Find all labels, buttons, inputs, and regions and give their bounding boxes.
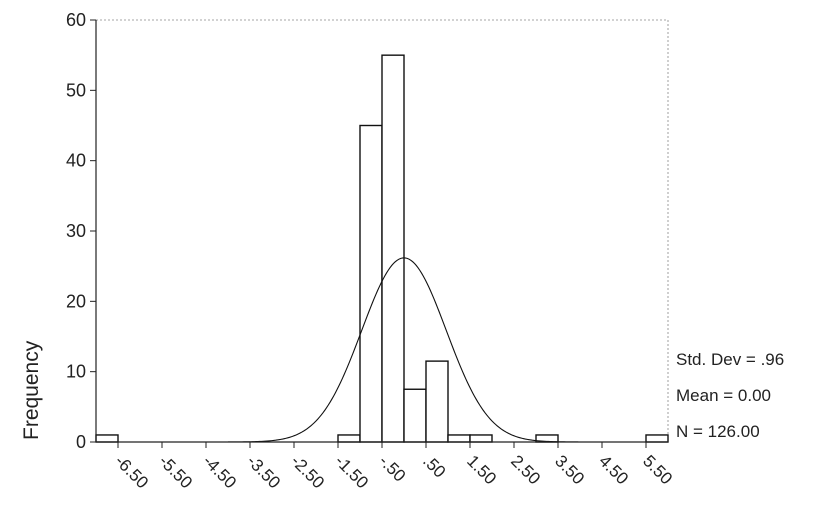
- plot-frame: [96, 19, 669, 442]
- x-tick-label: -5.50: [155, 451, 196, 492]
- x-tick-label: .50: [419, 451, 449, 481]
- x-axis-ticks: -6.50 -5.50 -4.50 -3.50 -2.50 -1.50 -.50 .50 1.5…: [111, 442, 676, 492]
- histogram-bar: [645, 434, 669, 443]
- x-tick-label: -2.50: [287, 451, 328, 492]
- stat-mean: Mean = 0.00: [676, 386, 771, 405]
- histogram-bar: [403, 388, 427, 443]
- x-tick-label: 4.50: [595, 451, 632, 488]
- y-tick-label: 60: [66, 10, 86, 30]
- normal-curve-line: [227, 257, 579, 443]
- y-tick-label: 10: [66, 362, 86, 382]
- histogram-bar: [359, 124, 383, 443]
- x-tick-label: 5.50: [639, 451, 676, 488]
- y-tick-label: 30: [66, 221, 86, 241]
- histogram-bar: [337, 434, 361, 443]
- x-tick-label: -6.50: [111, 451, 152, 492]
- x-tick-label: -4.50: [199, 451, 240, 492]
- y-tick-label: 20: [66, 291, 86, 311]
- x-tick-label: -1.50: [331, 451, 372, 492]
- x-tick-label: -3.50: [243, 451, 284, 492]
- y-axis-ticks: 0 10 20 30 40 50 60: [66, 10, 96, 452]
- y-tick-label: 40: [66, 151, 86, 171]
- histogram-bar: [447, 434, 471, 443]
- histogram-bar: [95, 434, 119, 443]
- x-tick-label: 1.50: [463, 451, 500, 488]
- y-axis-label: Frequency: [20, 340, 43, 440]
- x-tick-label: 2.50: [507, 451, 544, 488]
- stats-box: Std. Dev = .96 Mean = 0.00 N = 126.00: [676, 350, 784, 441]
- histogram-bar: [469, 434, 493, 443]
- y-tick-label: 0: [76, 432, 86, 452]
- histogram-bar: [425, 360, 449, 443]
- histogram-bars: [95, 54, 669, 443]
- histogram-bar: [381, 54, 405, 443]
- x-tick-label: 3.50: [551, 451, 588, 488]
- x-tick-label: -.50: [375, 451, 409, 485]
- stat-n: N = 126.00: [676, 422, 760, 441]
- normal-curve: [227, 257, 579, 443]
- y-tick-label: 50: [66, 80, 86, 100]
- stat-std-dev: Std. Dev = .96: [676, 350, 784, 369]
